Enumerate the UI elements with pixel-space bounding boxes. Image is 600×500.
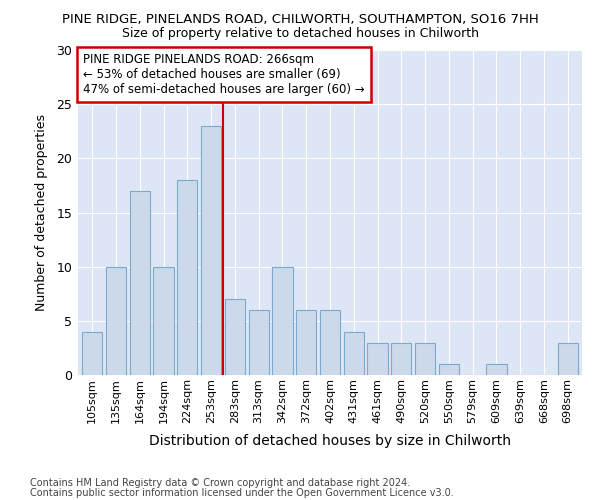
X-axis label: Distribution of detached houses by size in Chilworth: Distribution of detached houses by size … (149, 434, 511, 448)
Bar (272, 266, 293, 375)
Bar (557, 342, 578, 375)
Text: PINE RIDGE PINELANDS ROAD: 266sqm
← 53% of detached houses are smaller (69)
47% : PINE RIDGE PINELANDS ROAD: 266sqm ← 53% … (83, 53, 365, 96)
Bar (367, 342, 388, 375)
Bar (439, 364, 459, 375)
Bar (82, 332, 103, 375)
Bar (201, 126, 221, 375)
Text: Contains public sector information licensed under the Open Government Licence v3: Contains public sector information licen… (30, 488, 454, 498)
Text: Size of property relative to detached houses in Chilworth: Size of property relative to detached ho… (121, 28, 479, 40)
Bar (106, 266, 126, 375)
Bar (296, 310, 316, 375)
Bar (320, 310, 340, 375)
Bar (154, 266, 173, 375)
Bar (225, 299, 245, 375)
Bar (391, 342, 412, 375)
Text: PINE RIDGE, PINELANDS ROAD, CHILWORTH, SOUTHAMPTON, SO16 7HH: PINE RIDGE, PINELANDS ROAD, CHILWORTH, S… (62, 12, 538, 26)
Bar (415, 342, 435, 375)
Bar (130, 191, 150, 375)
Bar (487, 364, 506, 375)
Y-axis label: Number of detached properties: Number of detached properties (35, 114, 48, 311)
Bar (177, 180, 197, 375)
Bar (248, 310, 269, 375)
Bar (344, 332, 364, 375)
Text: Contains HM Land Registry data © Crown copyright and database right 2024.: Contains HM Land Registry data © Crown c… (30, 478, 410, 488)
